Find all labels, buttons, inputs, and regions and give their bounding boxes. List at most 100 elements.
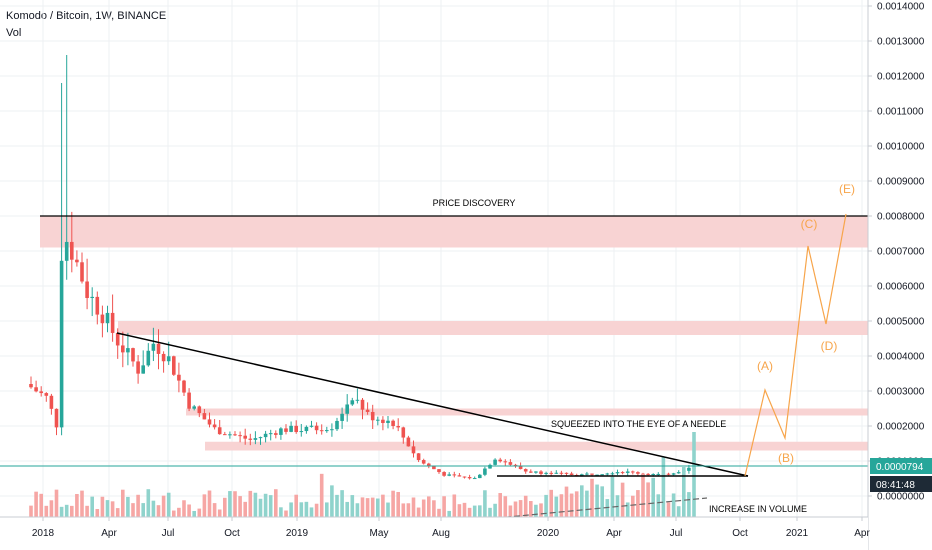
volume-bar [478,505,482,517]
candle-body [151,343,156,351]
candle-body [529,471,533,473]
volume-bar [549,489,553,517]
volume-bar [539,503,543,517]
candle-body [44,393,49,396]
candle-body [406,437,411,447]
volume-bar [513,501,518,517]
volume-bar [682,467,686,517]
volume-bar [666,502,671,517]
volume-bar [299,502,304,517]
price-axis-label: 0.0005000 [877,317,925,328]
candle-body [161,353,166,362]
volume-bar [692,432,696,517]
volume-bar [136,494,140,517]
volume-bar [212,503,217,517]
volume-bar [345,501,349,517]
candle-body [212,424,217,428]
candle-body [64,241,69,261]
volume-bar [258,498,263,517]
candle-body [656,473,661,475]
volume-bar [289,502,293,517]
volume-bar [95,509,100,517]
volume-bar [44,505,49,517]
volume-bar [350,495,355,517]
volume-bar [202,494,207,517]
volume-bar [488,507,492,517]
volume-bar [559,494,564,517]
candle-body [330,429,334,431]
volume-bar [544,494,548,517]
time-axis-label: May [370,528,389,539]
candle-body [268,433,273,435]
volume-bar [192,510,196,517]
candle-body [202,413,207,420]
volume-bar [279,507,283,517]
wave-label: (C) [801,217,818,231]
candle-body [457,475,462,477]
candle-body [666,473,671,475]
candle-body [396,426,400,428]
volume-bar [126,496,130,517]
candle-body [478,474,482,479]
volume-bar [386,502,390,517]
volume-bar [518,500,523,517]
volume-bar [406,503,411,517]
volume-bar [687,492,691,517]
candle-body [146,350,151,366]
volume-bar [452,494,457,517]
candle-body [508,462,513,465]
volume-bar [523,495,528,517]
candle-body [498,459,502,462]
candle-body [600,474,604,476]
needle-label: SQUEEZED INTO THE EYE OF A NEEDLE [551,419,726,429]
volume-bar [274,489,278,517]
candle-body [187,392,191,409]
volume-bar [304,501,309,517]
price-axis-label: 0.0000000 [877,492,925,503]
volume-indicator-label[interactable]: Vol [6,27,22,39]
candle-body [90,296,94,299]
volume-bar [121,489,125,517]
volume-bar [365,498,370,517]
volume-bar [569,493,574,517]
wave-label: (B) [778,451,794,465]
candle-body [121,345,125,353]
candle-body [217,427,222,435]
volume-bar [381,494,385,517]
candle-body [631,471,635,473]
volume-bar [207,490,212,517]
candle-body [243,435,247,439]
time-axis-label: Oct [224,528,240,539]
volume-bar [574,491,579,517]
candle-body [483,468,487,475]
candle-body [340,413,344,421]
candle-body [34,387,38,392]
volume-bar [483,490,487,517]
volume-bar [503,496,508,517]
price-axis-label: 0.0007000 [877,247,925,258]
volume-bar [437,508,441,517]
last-price-tag [870,458,932,474]
volume-bar [141,503,145,517]
volume-bar [631,495,635,517]
volume-bar [146,489,151,517]
volume-bar [166,492,171,517]
candle-body [580,474,584,476]
time-axis-label: Aug [432,528,450,539]
volume-bar [620,482,625,517]
time-axis-background [0,517,868,550]
candle-body [503,461,508,463]
volume-bar [421,499,426,517]
volume-bar [625,502,630,517]
volume-bar [335,494,339,517]
candle-body [29,384,33,388]
volume-bar [396,491,400,517]
candle-body [493,459,497,465]
candle-body [110,312,115,333]
volume-bar [284,510,288,517]
candle-body [432,466,436,470]
candle-body [335,420,339,430]
volume-bar [656,494,661,517]
volume-bar [493,503,497,517]
